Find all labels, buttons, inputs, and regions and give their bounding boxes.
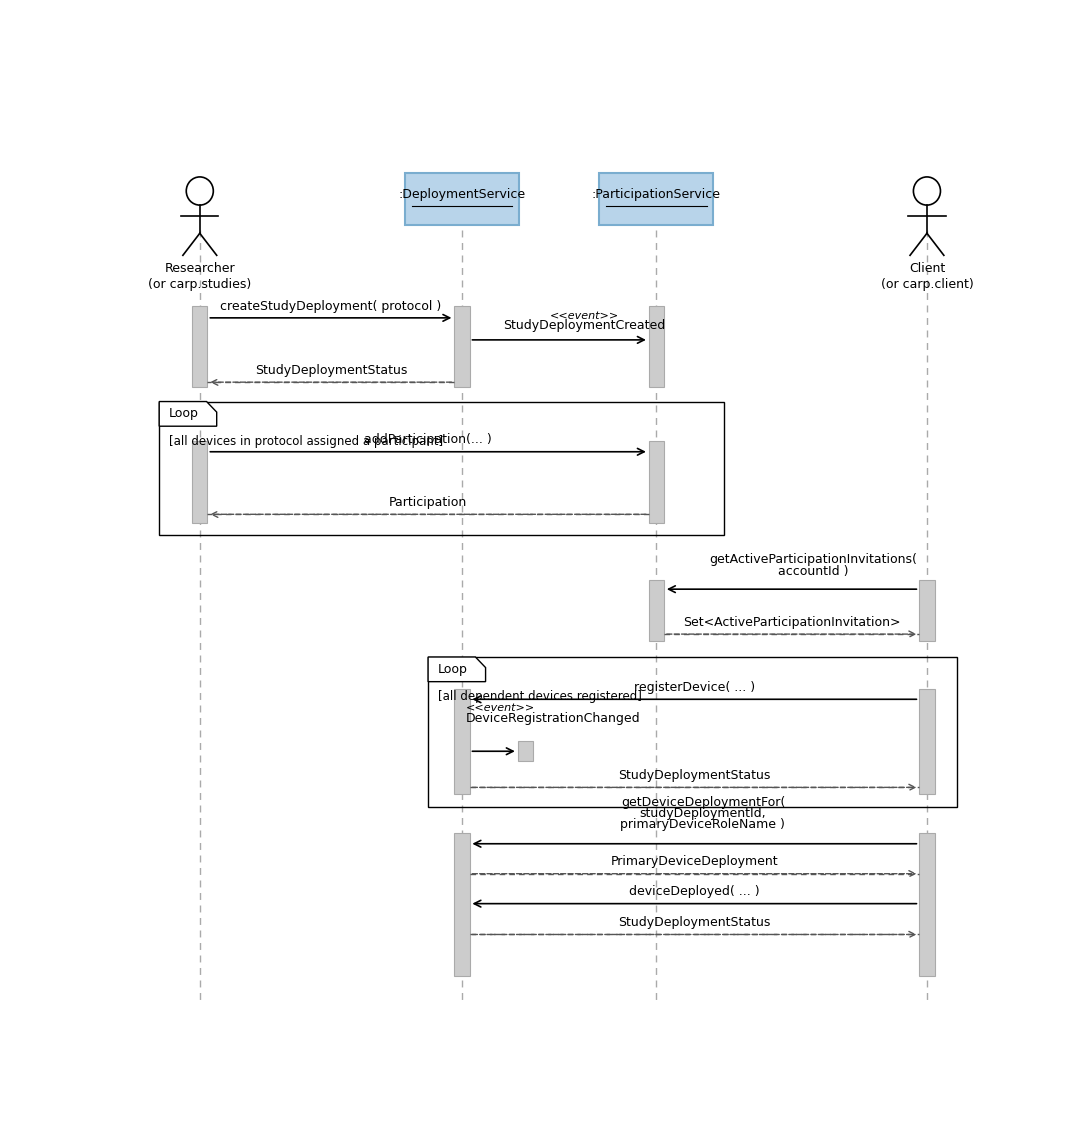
- Text: StudyDeploymentStatus: StudyDeploymentStatus: [254, 364, 407, 376]
- FancyBboxPatch shape: [518, 740, 532, 761]
- Text: getDeviceDeploymentFor(: getDeviceDeploymentFor(: [621, 795, 786, 809]
- Text: registerDevice( ... ): registerDevice( ... ): [634, 681, 755, 694]
- Polygon shape: [428, 657, 485, 682]
- Text: :ParticipationService: :ParticipationService: [592, 188, 721, 201]
- FancyBboxPatch shape: [454, 307, 469, 388]
- FancyBboxPatch shape: [405, 173, 519, 225]
- Text: StudyDeploymentCreated: StudyDeploymentCreated: [503, 319, 666, 332]
- Text: PrimaryDeviceDeployment: PrimaryDeviceDeployment: [611, 856, 778, 868]
- Text: Set<ActiveParticipationInvitation>: Set<ActiveParticipationInvitation>: [683, 615, 900, 629]
- Text: studyDeploymentId,: studyDeploymentId,: [639, 807, 766, 820]
- Text: deviceDeployed( ... ): deviceDeployed( ... ): [630, 885, 759, 898]
- Text: Researcher
(or carp.studies): Researcher (or carp.studies): [148, 262, 251, 292]
- FancyBboxPatch shape: [649, 442, 664, 523]
- FancyBboxPatch shape: [454, 689, 469, 794]
- Text: createStudyDeployment( protocol ): createStudyDeployment( protocol ): [220, 300, 442, 312]
- Polygon shape: [159, 402, 217, 427]
- Text: Loop: Loop: [437, 662, 468, 676]
- FancyBboxPatch shape: [649, 580, 664, 641]
- FancyBboxPatch shape: [920, 580, 935, 641]
- Text: accountId ): accountId ): [778, 565, 848, 578]
- Text: <<event>>: <<event>>: [466, 704, 536, 714]
- Text: :DeploymentService: :DeploymentService: [398, 188, 526, 201]
- FancyBboxPatch shape: [599, 173, 714, 225]
- Text: Loop: Loop: [169, 407, 199, 420]
- FancyBboxPatch shape: [920, 833, 935, 976]
- Text: primaryDeviceRoleName ): primaryDeviceRoleName ): [621, 818, 786, 832]
- FancyBboxPatch shape: [649, 307, 664, 388]
- Text: [all devices in protocol assigned a participant]: [all devices in protocol assigned a part…: [169, 435, 443, 448]
- Text: StudyDeploymentStatus: StudyDeploymentStatus: [619, 916, 770, 929]
- Text: <<event>>: <<event>>: [550, 310, 619, 320]
- FancyBboxPatch shape: [454, 833, 469, 976]
- FancyBboxPatch shape: [920, 689, 935, 794]
- Text: StudyDeploymentStatus: StudyDeploymentStatus: [619, 769, 770, 782]
- FancyBboxPatch shape: [192, 442, 207, 523]
- Text: addParticipation(... ): addParticipation(... ): [364, 434, 492, 446]
- Text: [all dependent devices registered]: [all dependent devices registered]: [439, 691, 643, 704]
- Text: Client
(or carp.client): Client (or carp.client): [880, 262, 973, 292]
- Text: getActiveParticipationInvitations(: getActiveParticipationInvitations(: [709, 554, 916, 566]
- Text: DeviceRegistrationChanged: DeviceRegistrationChanged: [466, 712, 640, 725]
- FancyBboxPatch shape: [192, 307, 207, 388]
- Text: Participation: Participation: [389, 496, 467, 509]
